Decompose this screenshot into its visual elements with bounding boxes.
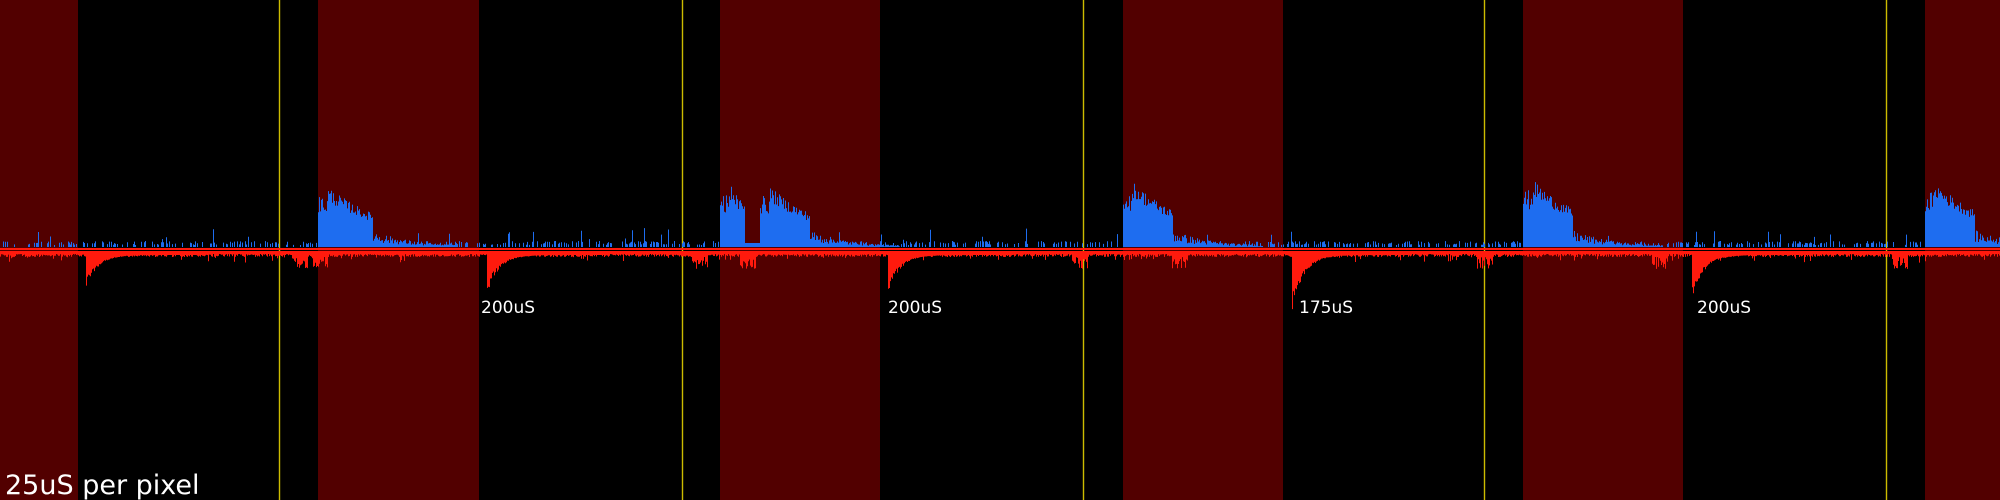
scale-label: 25uS per pixel xyxy=(5,470,200,500)
interval-label-3: 175uS xyxy=(1299,298,1353,318)
interval-label-4: 200uS xyxy=(1697,298,1751,318)
lower-signal-area xyxy=(0,251,2000,310)
interval-label-2: 200uS xyxy=(888,298,942,318)
lower-signal-trace xyxy=(0,251,2000,310)
interval-label-1: 200uS xyxy=(481,298,535,318)
